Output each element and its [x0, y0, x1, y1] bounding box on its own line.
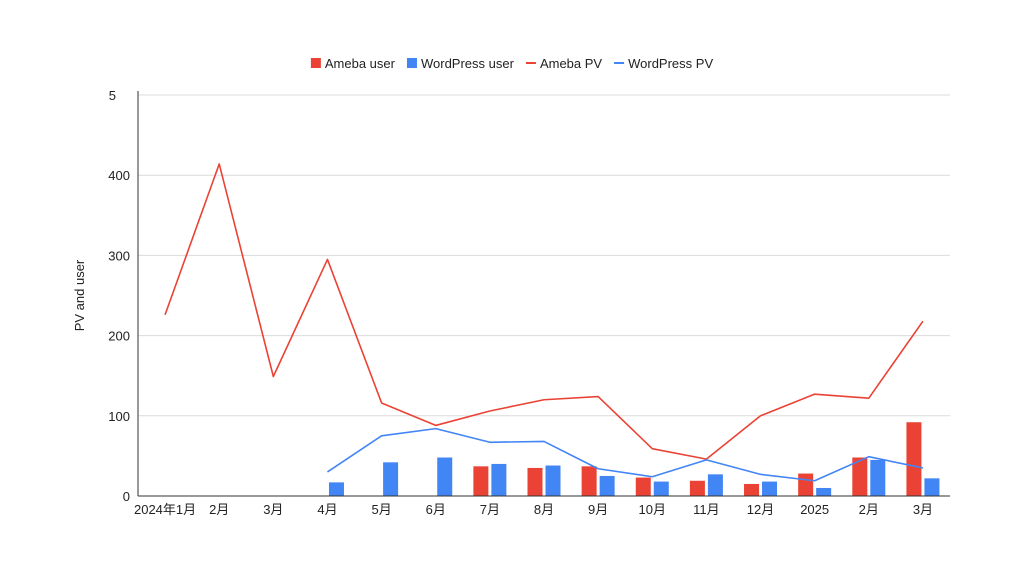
bar-wordpress-user [545, 465, 561, 496]
line-series-group [164, 163, 924, 482]
gridlines [138, 94, 950, 417]
x-tick-labels: 2024年1月 2月 3月 4月 5月 6月 7月 8月 9月 10月 11月 12月 2025 2月 3月 [134, 502, 933, 517]
x-tick-label: 3月 [913, 502, 933, 517]
legend-label: WordPress user [421, 56, 515, 71]
legend-swatch [310, 58, 321, 68]
y-axis-title: PV and user [72, 259, 87, 331]
x-tick-label: 8月 [534, 502, 554, 517]
bar-wordpress-user [383, 462, 399, 496]
x-tick-label: 7月 [480, 502, 500, 517]
bar-ameba-user [906, 422, 922, 496]
line-wordpress-pv [327, 427, 924, 482]
bar-ameba-user [527, 467, 543, 496]
y-tick-label: 200 [108, 329, 130, 344]
legend-item: Ameba PV [525, 56, 602, 71]
y-tick-label: 0 [123, 489, 130, 504]
y-tick-label: 5 [109, 88, 116, 103]
bar-ameba-user [744, 483, 760, 496]
axes [137, 91, 950, 497]
y-tick-labels: 0 100 200 300 400 5 [108, 88, 130, 504]
x-tick-label: 11月 [693, 502, 720, 517]
bar-wordpress-user [328, 482, 344, 496]
legend-item: Ameba user [310, 56, 396, 71]
x-tick-label: 6月 [426, 502, 446, 517]
bar-ameba-user [473, 466, 489, 496]
bar-wordpress-user [816, 487, 832, 496]
bar-ameba-user [635, 477, 651, 496]
bar-ameba-user [852, 457, 868, 496]
x-tick-label: 5月 [371, 502, 391, 517]
legend: Ameba user WordPress user Ameba PV WordPres… [310, 56, 713, 71]
legend-label: Ameba PV [540, 56, 602, 71]
x-tick-label: 2月 [209, 502, 229, 517]
legend-swatch [406, 58, 417, 68]
y-tick-label: 400 [108, 168, 130, 183]
bar-wordpress-user [599, 475, 615, 496]
bar-ameba-user [798, 473, 814, 496]
legend-label: WordPress PV [628, 56, 713, 71]
bar-wordpress-user [653, 481, 669, 496]
y-tick-label: 100 [108, 409, 130, 424]
legend-item: WordPress user [406, 56, 515, 71]
x-tick-label: 2024年1月 [134, 502, 196, 517]
bar-wordpress-user [924, 478, 940, 496]
bar-wordpress-user [762, 481, 778, 496]
bar-series-group [328, 422, 940, 496]
bar-wordpress-user [437, 457, 453, 496]
x-tick-label: 2025 [800, 502, 829, 517]
bar-wordpress-user [491, 463, 507, 496]
bar-ameba-user [581, 466, 597, 496]
bar-wordpress-user [870, 459, 886, 496]
legend-item: WordPress PV [614, 56, 713, 71]
bar-ameba-user [689, 480, 705, 496]
bar-wordpress-user [707, 474, 723, 496]
x-tick-label: 9月 [588, 502, 608, 517]
legend-label: Ameba user [325, 56, 396, 71]
y-tick-label: 300 [108, 248, 130, 263]
line-ameba-pv [164, 163, 924, 460]
x-tick-label: 4月 [317, 502, 337, 517]
x-tick-label: 10月 [639, 502, 666, 517]
x-tick-label: 2月 [859, 502, 879, 517]
x-tick-label: 12月 [747, 502, 774, 517]
x-tick-label: 3月 [263, 502, 283, 517]
